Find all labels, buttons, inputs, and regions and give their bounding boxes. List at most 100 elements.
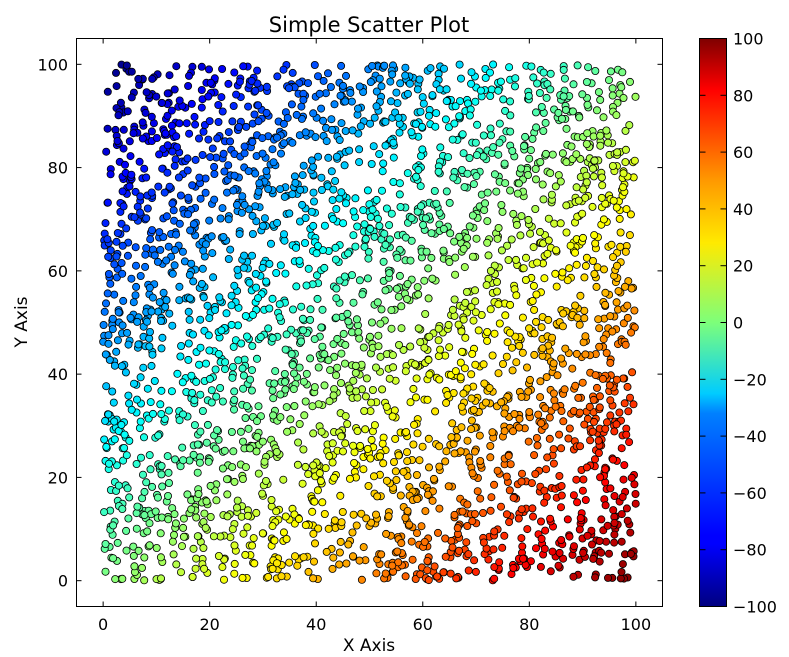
data-point [301, 521, 310, 530]
data-point [593, 383, 602, 392]
data-point [168, 199, 177, 208]
data-point [388, 70, 397, 79]
data-point [504, 255, 513, 264]
data-point [546, 69, 555, 78]
data-point [136, 453, 145, 462]
data-point [170, 261, 179, 270]
data-point [612, 298, 621, 307]
data-point [342, 559, 351, 568]
data-point [206, 78, 215, 87]
data-point [280, 236, 289, 245]
data-point [510, 82, 519, 91]
data-point [307, 156, 316, 165]
x-tick-label: 60 [413, 615, 433, 634]
data-point [125, 436, 134, 445]
data-point [464, 550, 473, 559]
data-point [407, 537, 416, 546]
data-point [230, 171, 239, 180]
data-point [498, 543, 507, 552]
data-point [108, 325, 117, 334]
data-point [378, 385, 387, 394]
data-point [543, 453, 552, 462]
data-point [118, 321, 127, 330]
data-point [486, 305, 495, 314]
data-point [609, 253, 618, 262]
data-point [111, 575, 120, 584]
data-point [531, 469, 540, 478]
data-point [574, 196, 583, 205]
data-point [359, 543, 368, 552]
data-point [288, 360, 297, 369]
data-point [208, 249, 217, 258]
data-point [430, 562, 439, 571]
data-point [199, 293, 208, 302]
data-point [621, 340, 630, 349]
data-point [442, 447, 451, 456]
data-point [279, 475, 288, 484]
data-point [596, 473, 605, 482]
data-point [470, 509, 479, 518]
data-point [368, 205, 377, 214]
data-point [329, 391, 338, 400]
data-point [120, 430, 129, 439]
data-point [252, 508, 261, 517]
data-point [328, 439, 337, 448]
data-point [629, 400, 638, 409]
data-point [264, 572, 273, 581]
data-point [394, 558, 403, 567]
data-point [418, 93, 427, 102]
data-point [472, 234, 481, 243]
data-point [230, 569, 239, 578]
data-point [597, 193, 606, 202]
data-point [619, 183, 628, 192]
data-point [287, 350, 296, 359]
data-point [254, 469, 263, 478]
data-point [206, 153, 215, 162]
data-point [248, 137, 257, 146]
data-point [213, 134, 222, 143]
data-point [366, 454, 375, 463]
data-point [411, 360, 420, 369]
data-point [288, 68, 297, 77]
data-point [467, 302, 476, 311]
data-point [414, 290, 423, 299]
data-point [392, 475, 401, 484]
data-point [559, 65, 568, 74]
data-point [246, 375, 255, 384]
data-point [187, 259, 196, 268]
data-point [375, 452, 384, 461]
data-point [475, 431, 484, 440]
data-point [172, 560, 181, 569]
data-point [309, 197, 318, 206]
data-point [541, 404, 550, 413]
data-point [124, 340, 133, 349]
data-point [184, 339, 193, 348]
data-point [379, 257, 388, 266]
data-point [328, 125, 337, 134]
data-point [424, 434, 433, 443]
data-point [372, 87, 381, 96]
data-point [104, 252, 113, 261]
data-point [513, 189, 522, 198]
data-point [493, 466, 502, 475]
data-point [164, 406, 173, 415]
data-point [389, 138, 398, 147]
data-point [318, 305, 327, 314]
data-point [140, 164, 149, 173]
data-point [218, 563, 227, 572]
data-point [148, 74, 157, 83]
data-point [395, 271, 404, 280]
data-point [328, 564, 337, 573]
data-point [125, 182, 134, 191]
data-point [240, 149, 249, 158]
data-point [106, 279, 115, 288]
data-point [238, 474, 247, 483]
data-point [543, 249, 552, 258]
data-point [339, 219, 348, 228]
data-point [313, 72, 322, 81]
data-point [329, 185, 338, 194]
data-point [420, 343, 429, 352]
data-point [241, 311, 250, 320]
data-point [130, 562, 139, 571]
data-point [156, 400, 165, 409]
